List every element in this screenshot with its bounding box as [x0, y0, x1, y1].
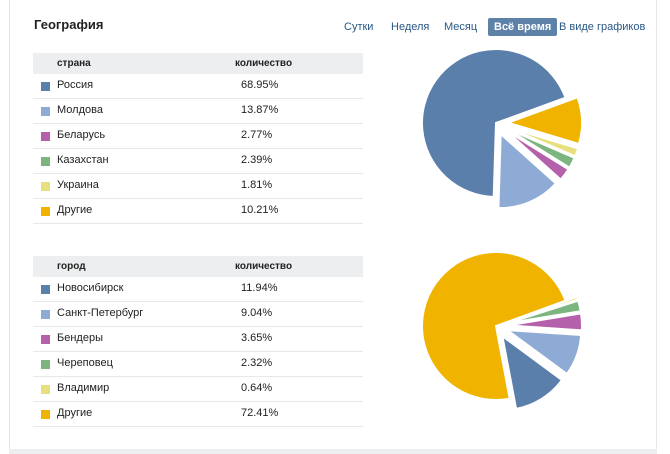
pie-slice-5 [506, 126, 580, 158]
legend-swatch [41, 207, 50, 216]
table-row: Владимир 0.64% [33, 377, 363, 402]
tab-as-graphs[interactable]: В виде графиков [559, 21, 646, 33]
country-value: 2.77% [241, 129, 273, 141]
column-header-count: количество [235, 58, 293, 69]
tab-day[interactable]: Сутки [344, 21, 374, 33]
period-tabs: Сутки Неделя Месяц Всё время В виде граф… [0, 18, 670, 38]
tab-month[interactable]: Месяц [444, 21, 478, 33]
panel-bottom-strip [9, 449, 657, 454]
country-name: Молдова [57, 104, 103, 116]
table-row: Другие 10.21% [33, 199, 363, 224]
city-name: Другие [57, 407, 93, 419]
pie-slice-3 [507, 312, 583, 332]
country-name: Казахстан [57, 154, 109, 166]
table-row: Санкт-Петербург 9.04% [33, 302, 363, 327]
pie-slice-1 [421, 48, 567, 198]
page-title: География [34, 17, 104, 32]
country-value: 10.21% [241, 204, 279, 216]
pie-slice-6 [421, 251, 567, 401]
legend-swatch [41, 410, 50, 419]
legend-swatch [41, 82, 50, 91]
country-name: Россия [57, 79, 94, 91]
countries-table: страна количество Россия 68.95% Молдова … [33, 53, 363, 224]
tab-week[interactable]: Неделя [391, 21, 430, 33]
table-row: Бендеры 3.65% [33, 327, 363, 352]
column-header-city: город [57, 261, 86, 272]
country-value: 1.81% [241, 179, 273, 191]
country-value: 2.39% [241, 154, 273, 166]
column-header-country: страна [57, 58, 91, 69]
table-row: Новосибирск 11.94% [33, 277, 363, 302]
country-value: 13.87% [241, 104, 279, 116]
country-name: Беларусь [57, 129, 106, 141]
city-name: Владимир [57, 382, 110, 394]
city-name: Бендеры [57, 332, 103, 344]
pie-slice-3 [504, 129, 570, 181]
city-value: 0.64% [241, 382, 273, 394]
city-name: Череповец [57, 357, 113, 369]
table-row: Молдова 13.87% [33, 99, 363, 124]
country-name: Украина [57, 179, 99, 191]
city-value: 72.41% [241, 407, 279, 419]
cities-pie-chart [421, 251, 583, 411]
city-name: Санкт-Петербург [57, 307, 144, 319]
cities-table: город количество Новосибирск 11.94% Санк… [33, 256, 363, 427]
pie-slice-2 [503, 328, 583, 376]
country-value: 68.95% [241, 79, 279, 91]
table-header: город количество [33, 256, 363, 277]
city-value: 9.04% [241, 307, 273, 319]
table-row: Беларусь 2.77% [33, 124, 363, 149]
table-row: Другие 72.41% [33, 402, 363, 427]
pie-slice-1 [500, 333, 564, 411]
legend-swatch [41, 310, 50, 319]
legend-swatch [41, 285, 50, 294]
city-value: 11.94% [241, 282, 278, 294]
legend-swatch [41, 385, 50, 394]
legend-swatch [41, 182, 50, 191]
panel-border-left [9, 0, 10, 454]
table-row: Череповец 2.32% [33, 352, 363, 377]
table-header: страна количество [33, 53, 363, 74]
column-header-count: количество [235, 261, 293, 272]
city-value: 3.65% [241, 332, 273, 344]
city-value: 2.32% [241, 357, 273, 369]
pie-slice-6 [504, 96, 583, 146]
pie-slice-4 [506, 127, 576, 170]
table-row: Россия 68.95% [33, 74, 363, 99]
legend-swatch [41, 107, 50, 116]
legend-swatch [41, 360, 50, 369]
country-name: Другие [57, 204, 93, 216]
legend-swatch [41, 132, 50, 141]
legend-swatch [41, 157, 50, 166]
table-row: Украина 1.81% [33, 174, 363, 199]
pie-slice-4 [507, 299, 582, 325]
pie-slice-2 [497, 131, 558, 209]
tab-all-time[interactable]: Всё время [488, 18, 558, 36]
panel-border-right [656, 0, 657, 454]
city-name: Новосибирск [57, 282, 124, 294]
table-row: Казахстан 2.39% [33, 149, 363, 174]
countries-pie-chart [421, 48, 583, 209]
legend-swatch [41, 335, 50, 344]
